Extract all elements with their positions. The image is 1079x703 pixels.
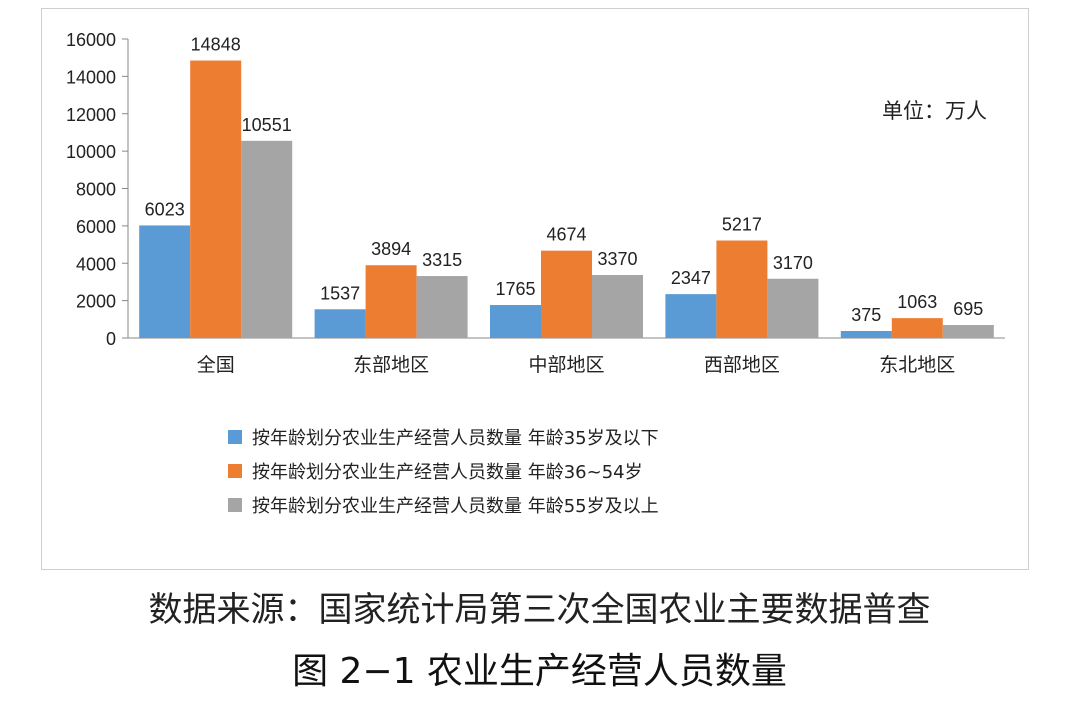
category-label: 全国	[197, 354, 235, 376]
data-label: 3894	[371, 239, 411, 259]
y-tick-label: 0	[106, 329, 116, 349]
category-label: 西部地区	[704, 354, 780, 376]
figure-caption: 图 2−1 农业生产经营人员数量	[292, 651, 787, 692]
y-tick-label: 4000	[76, 254, 116, 274]
category-label: 中部地区	[528, 354, 604, 376]
bar	[241, 140, 293, 338]
bar	[592, 275, 643, 338]
data-label: 2347	[671, 268, 711, 288]
chart-frame: 0 2000 4000 6000 8000 10000 12000 14000 16000 602…	[41, 8, 1029, 570]
y-tick-label: 2000	[76, 292, 116, 312]
legend-swatch	[228, 430, 242, 444]
data-label: 14848	[191, 35, 241, 55]
data-label: 1537	[320, 283, 360, 303]
bar	[767, 278, 819, 338]
data-label: 695	[953, 299, 983, 319]
data-label: 5217	[722, 215, 762, 235]
data-label: 4674	[546, 225, 586, 245]
data-label: 10551	[242, 115, 292, 135]
bar	[490, 305, 541, 338]
y-tick-label: 6000	[76, 217, 116, 237]
y-tick-label: 8000	[76, 180, 116, 200]
bar	[665, 294, 717, 338]
y-tick-label: 16000	[66, 30, 116, 50]
bar	[942, 325, 994, 338]
y-tick-label: 10000	[66, 142, 116, 162]
legend-label: 按年龄划分农业生产经营人员数量 年龄36~54岁	[252, 462, 643, 483]
y-tick-label: 14000	[66, 67, 116, 87]
bar	[416, 276, 468, 338]
bar	[365, 265, 417, 338]
bar	[139, 225, 191, 338]
legend-swatch	[228, 498, 242, 512]
unit-note: 单位：万人	[882, 99, 987, 123]
bar	[716, 240, 768, 338]
data-label: 6023	[145, 199, 185, 219]
legend-label: 按年龄划分农业生产经营人员数量 年龄55岁及以上	[252, 496, 659, 517]
bar	[190, 60, 242, 338]
data-label: 3315	[422, 250, 462, 270]
data-source-text: 数据来源：国家统计局第三次全国农业主要数据普查	[148, 590, 931, 630]
data-label: 375	[851, 305, 881, 325]
legend-label: 按年龄划分农业生产经营人员数量 年龄35岁及以下	[252, 428, 659, 449]
bar	[891, 318, 943, 338]
category-label: 东北地区	[879, 354, 955, 376]
bar	[314, 309, 366, 338]
category-label: 东部地区	[353, 354, 429, 376]
data-label: 1765	[495, 279, 535, 299]
data-label: 3370	[597, 249, 637, 269]
bar-chart: 0 2000 4000 6000 8000 10000 12000 14000 16000 602…	[66, 30, 1005, 517]
bar	[840, 330, 892, 338]
legend-swatch	[228, 464, 242, 478]
data-label: 3170	[773, 253, 813, 273]
y-tick-label: 12000	[66, 105, 116, 125]
bar	[541, 250, 592, 338]
data-label: 1063	[897, 292, 937, 312]
